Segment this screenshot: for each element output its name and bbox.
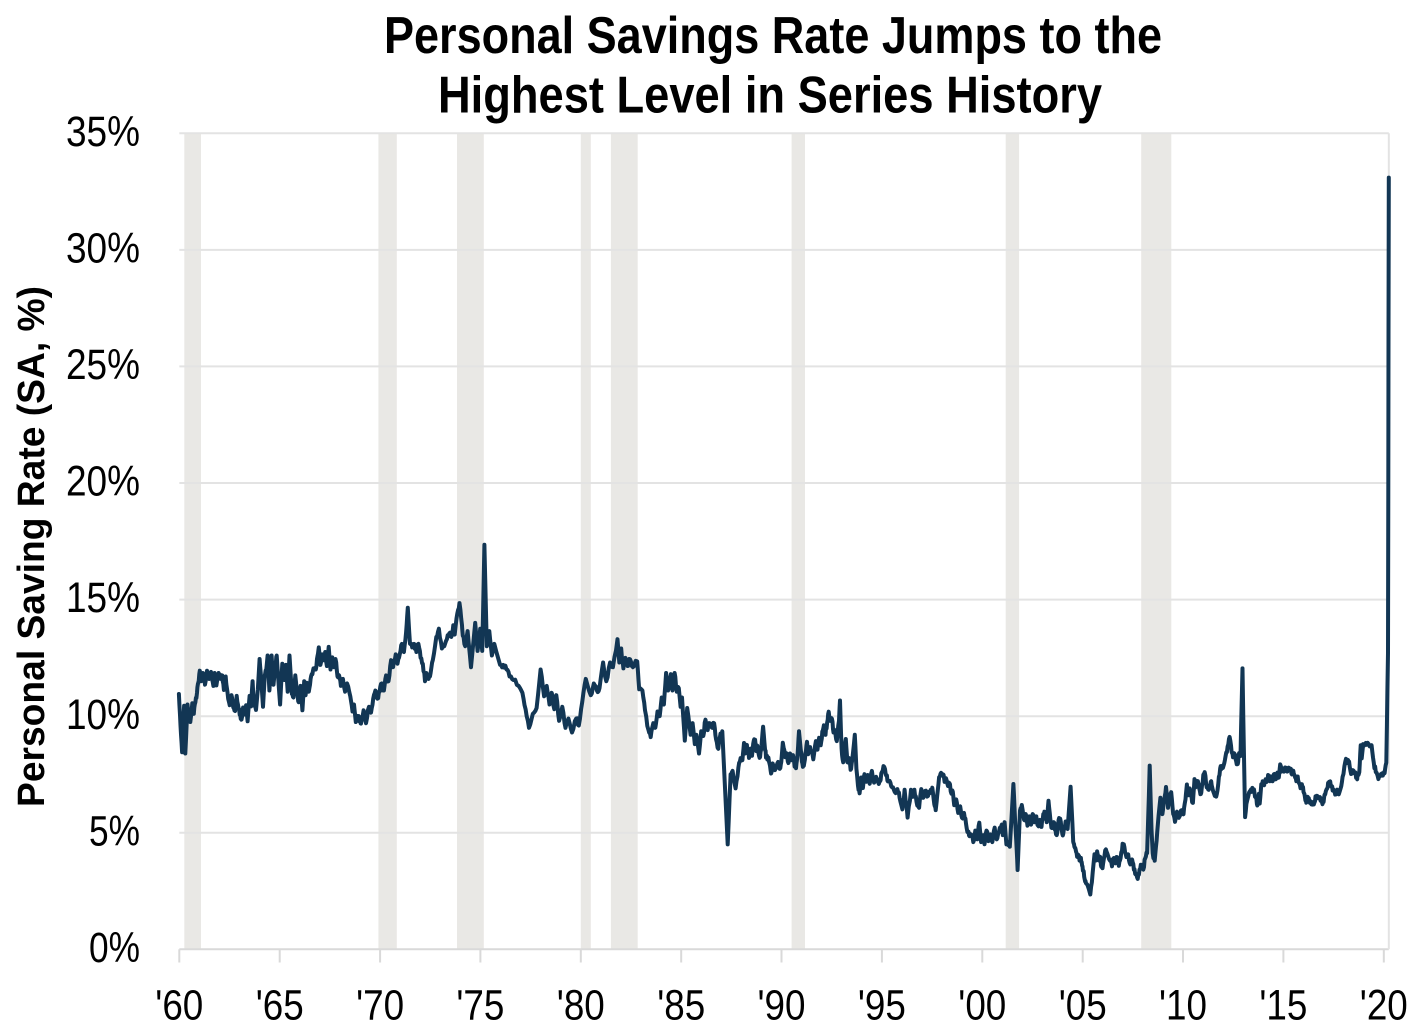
svg-text:'80: '80 (557, 982, 605, 1030)
svg-text:20%: 20% (66, 458, 140, 506)
svg-text:'75: '75 (456, 982, 504, 1030)
svg-text:'90: '90 (758, 982, 806, 1030)
svg-text:Personal Saving Rate (SA, %): Personal Saving Rate (SA, %) (11, 286, 53, 807)
svg-text:'95: '95 (858, 982, 906, 1030)
svg-text:35%: 35% (66, 108, 140, 156)
svg-text:'10: '10 (1159, 982, 1207, 1030)
svg-text:'00: '00 (958, 982, 1006, 1030)
svg-text:0%: 0% (89, 924, 140, 972)
svg-text:Highest Level in Series Histor: Highest Level in Series History (438, 67, 1102, 125)
svg-text:'65: '65 (256, 982, 304, 1030)
svg-text:'05: '05 (1059, 982, 1107, 1030)
svg-text:Personal Savings Rate Jumps to: Personal Savings Rate Jumps to the (384, 7, 1162, 65)
svg-text:30%: 30% (66, 225, 140, 273)
svg-text:'15: '15 (1259, 982, 1307, 1030)
svg-text:25%: 25% (66, 341, 140, 389)
svg-text:15%: 15% (66, 574, 140, 622)
svg-text:5%: 5% (89, 807, 140, 855)
svg-text:'60: '60 (155, 982, 203, 1030)
svg-text:'20: '20 (1360, 982, 1408, 1030)
svg-text:'85: '85 (657, 982, 705, 1030)
svg-text:'70: '70 (356, 982, 404, 1030)
svg-text:10%: 10% (66, 691, 140, 739)
